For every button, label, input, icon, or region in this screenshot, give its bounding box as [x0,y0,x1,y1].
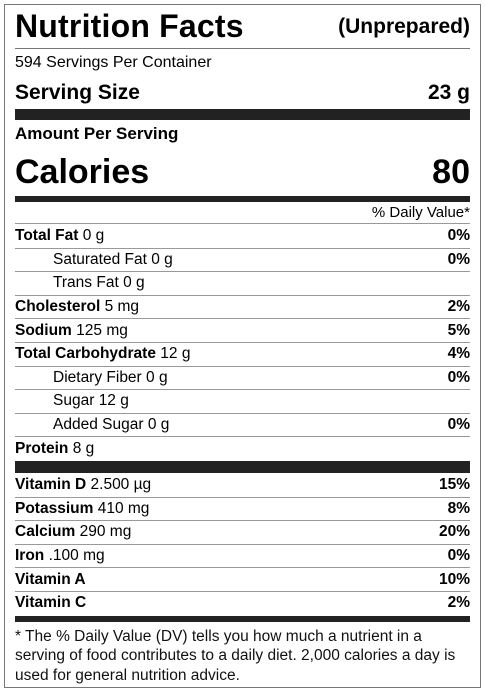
nutrient-amount: 12 g [160,345,191,363]
nutrient-label: Vitamin D 2.500 µg [15,476,151,494]
nutrient-name: Calcium [15,523,76,541]
nutrient-row: Vitamin A 10% [15,567,470,591]
servings-text: 594 Servings Per Container [15,53,212,71]
nutrient-label: Sodium 125 mg [15,322,128,340]
nutrient-name: Vitamin C [15,594,87,612]
daily-value: 0% [447,250,470,268]
nutrient-name: Trans Fat [53,274,119,292]
daily-value: 10% [438,570,470,588]
nutrient-row: Trans Fat 0 g [15,271,470,295]
nutrition-label: Nutrition Facts (Unprepared) 594 Serving… [4,4,481,688]
daily-value: 0% [447,226,470,244]
daily-value: 0% [447,368,470,386]
title: Nutrition Facts [15,8,244,44]
daily-value: 5% [447,321,470,339]
daily-value: 4% [447,345,470,363]
daily-value-header: % Daily Value* [15,202,470,224]
nutrient-amount: 410 mg [97,499,150,517]
amount-text: Amount Per Serving [15,124,179,143]
nutrient-row: Sodium 125 mg 5% [15,318,470,342]
nutrient-label: Sugar 12 g [15,392,129,410]
nutrient-label: Total Fat 0 g [15,227,104,245]
nutrient-row: Calcium 290 mg 20% [15,520,470,544]
nutrient-amount: 0 g [123,274,145,292]
nutrient-label: Dietary Fiber 0 g [15,369,168,387]
nutrient-label: Saturated Fat 0 g [15,251,173,269]
nutrient-name: Total Carbohydrate [15,345,156,363]
nutrient-amount: 0 g [151,250,173,268]
calories-label: Calories [15,152,150,191]
nutrient-label: Vitamin C [15,594,86,612]
nutrient-row: Added Sugar 0 g 0% [15,412,470,437]
nutrient-row: Sugar 12 g [15,389,470,413]
dv-header-text: % Daily Value* [371,204,470,221]
footnote: * The % Daily Value (DV) tells you how m… [15,627,456,684]
vitamin-list: Vitamin D 2.500 µg 15% Potassium 410 mg 8% C… [15,473,470,615]
nutrient-label: Vitamin A [15,571,86,589]
nutrient-row: Dietary Fiber 0 g 0% [15,365,470,390]
serving-size-value: 23 g [427,80,470,104]
daily-value: 20% [438,523,470,541]
nutrient-row: Vitamin C 2% [15,590,470,615]
daily-value: 0% [447,547,470,565]
nutrient-amount: 0 g [146,368,168,386]
nutrient-label: Added Sugar 0 g [15,416,169,434]
nutrient-name: Vitamin A [15,570,86,588]
nutrient-name: Protein [15,439,69,457]
daily-value: 2% [447,298,470,316]
nutrient-name: Dietary Fiber [53,368,142,386]
nutrient-name: Vitamin D [15,475,87,493]
nutrient-row: Protein 8 g [15,436,470,460]
nutrient-row: Potassium 410 mg 8% [15,496,470,521]
nutrient-amount: 5 mg [104,298,140,316]
nutrient-name: Sodium [15,321,72,339]
nutrient-amount: 0 g [147,416,170,434]
nutrient-name: Potassium [15,499,94,517]
nutrient-amount: .100 mg [48,547,105,565]
nutrient-label: Iron .100 mg [15,547,105,565]
calories-value: 80 [432,152,470,191]
daily-value: 15% [438,475,470,493]
nutrient-amount: 12 g [98,392,129,410]
nutrient-amount: 8 g [72,439,95,457]
nutrient-amount: 290 mg [79,523,132,541]
nutrient-amount: 0 g [82,226,105,244]
nutrient-row: Cholesterol 5 mg 2% [15,294,470,319]
amount-per-serving: Amount Per Serving [15,120,470,148]
thick-rule [15,109,470,120]
serving-size-label: Serving Size [15,80,140,104]
header: Nutrition Facts (Unprepared) [15,5,470,49]
nutrient-row: Total Carbohydrate 12 g 4% [15,341,470,366]
nutrient-row: Iron .100 mg 0% [15,543,470,568]
nutrient-label: Calcium 290 mg [15,523,131,541]
nutrient-label: Protein 8 g [15,440,94,458]
nutrient-label: Trans Fat 0 g [15,274,145,292]
nutrient-list: Total Fat 0 g 0% Saturated Fat 0 g 0% Trans … [15,224,470,460]
nutrient-label: Cholesterol 5 mg [15,298,139,316]
medium-rule [15,615,470,622]
thick-rule [15,460,470,473]
nutrient-label: Potassium 410 mg [15,500,149,518]
nutrient-row: Saturated Fat 0 g 0% [15,247,470,272]
nutrient-name: Sugar [53,392,95,410]
nutrient-row: Total Fat 0 g 0% [15,224,470,248]
daily-value: 0% [447,416,470,434]
nutrient-name: Saturated Fat [53,250,147,268]
servings: 594 Servings Per Container [15,49,470,76]
calories: Calories 80 [15,148,470,196]
serving-size: Serving Size 23 g [15,76,470,109]
daily-value: 8% [447,499,470,517]
nutrient-amount: 2.500 µg [90,475,152,493]
nutrient-row: Vitamin D 2.500 µg 15% [15,473,470,497]
medium-rule [15,196,470,202]
nutrient-name: Added Sugar [53,416,144,434]
daily-value: 2% [447,594,470,612]
nutrient-amount: 125 mg [76,321,128,339]
nutrient-label: Total Carbohydrate 12 g [15,345,190,363]
nutrient-name: Cholesterol [15,298,101,316]
nutrient-name: Iron [15,547,45,565]
nutrient-name: Total Fat [15,226,79,244]
subtitle: (Unprepared) [338,14,470,38]
